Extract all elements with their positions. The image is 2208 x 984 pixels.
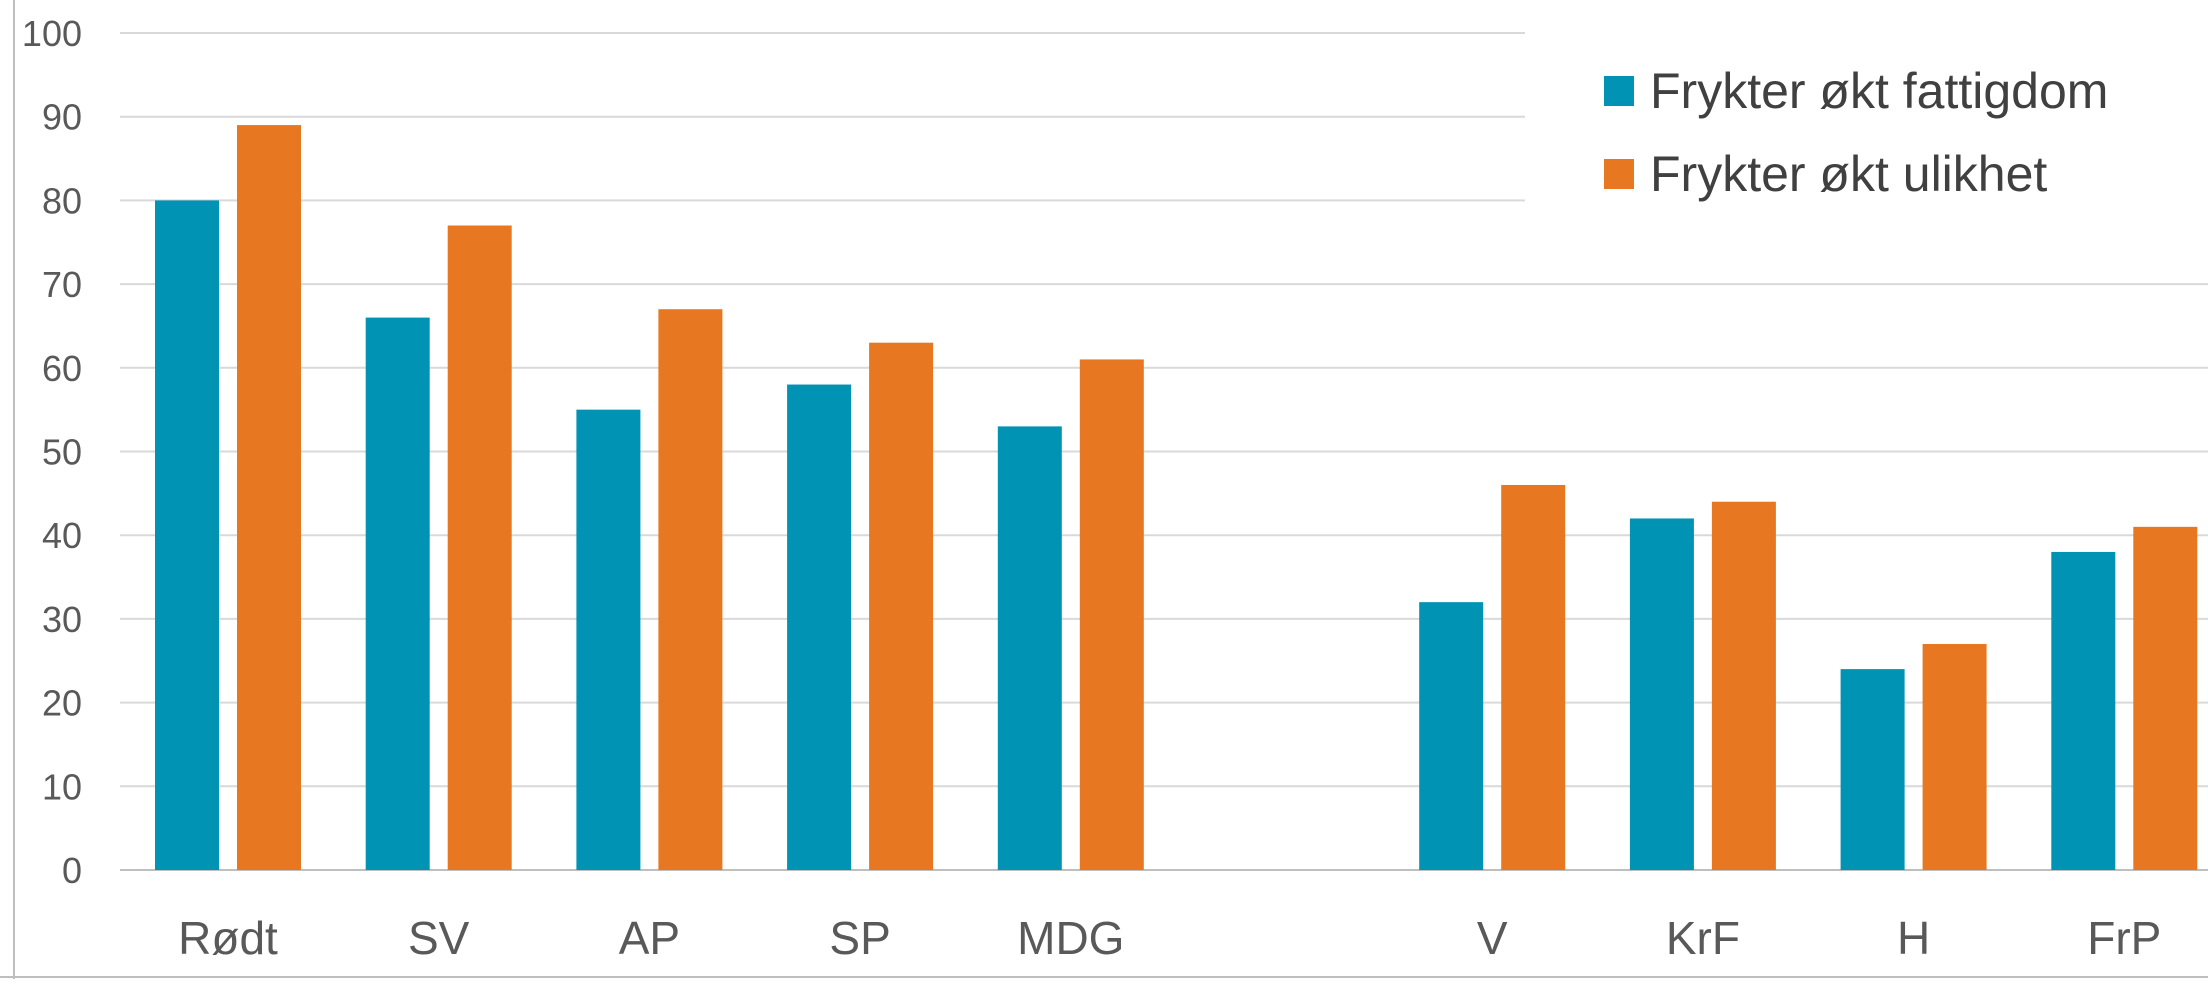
bar-H-series-1 [1840, 669, 1905, 870]
y-tick-label-30: 30 [42, 599, 82, 640]
x-axis-tick-labels: Rødt SV AP SP MDG V KrF H FrP [178, 912, 2161, 964]
bar-MDG-series-1 [997, 426, 1062, 870]
bar-AP-series-1 [576, 409, 641, 870]
bar-Rødt-series-2 [237, 125, 301, 870]
bars [155, 125, 2198, 871]
y-tick-label-10: 10 [42, 766, 82, 807]
legend-label-ulikhet: Frykter økt ulikhet [1650, 146, 2047, 202]
y-tick-label-0: 0 [62, 850, 82, 891]
x-tick-label-V: V [1477, 912, 1508, 964]
x-tick-label-Rødt: Rødt [178, 912, 278, 964]
x-tick-label-H: H [1897, 912, 1930, 964]
y-tick-label-80: 80 [42, 180, 82, 221]
bar-FrP-series-1 [2051, 551, 2116, 870]
bar-AP-series-2 [658, 309, 723, 871]
bar-V-series-1 [1419, 602, 1484, 870]
x-tick-label-MDG: MDG [1017, 912, 1124, 964]
x-tick-label-SV: SV [408, 912, 470, 964]
legend-background [1525, 30, 2208, 215]
bar-H-series-2 [1922, 644, 1987, 870]
legend-label-fattigdom: Frykter økt fattigdom [1650, 63, 2108, 119]
bar-KrF-series-2 [1711, 501, 1776, 870]
bar-FrP-series-2 [2133, 526, 2198, 870]
y-tick-label-60: 60 [42, 348, 82, 389]
x-tick-label-FrP: FrP [2087, 912, 2161, 964]
y-axis-tick-labels: 0 10 20 30 40 50 60 70 80 90 100 [22, 13, 82, 891]
bar-SV-series-1 [365, 317, 430, 871]
bar-SV-series-2 [447, 225, 512, 870]
y-tick-label-20: 20 [42, 683, 82, 724]
legend-swatch-fattigdom [1604, 76, 1634, 106]
y-tick-label-70: 70 [42, 264, 82, 305]
y-tick-label-50: 50 [42, 432, 82, 473]
bar-SP-series-2 [869, 342, 934, 870]
x-tick-label-AP: AP [619, 912, 680, 964]
x-tick-label-KrF: KrF [1666, 912, 1740, 964]
x-tick-label-SP: SP [829, 912, 890, 964]
bar-MDG-series-2 [1079, 359, 1144, 870]
y-tick-label-90: 90 [42, 97, 82, 138]
bar-SP-series-1 [787, 384, 852, 870]
bar-V-series-2 [1501, 484, 1566, 870]
y-tick-label-40: 40 [42, 515, 82, 556]
legend: Frykter økt fattigdom Frykter økt ulikhe… [1525, 30, 2208, 215]
y-tick-label-100: 100 [22, 13, 82, 54]
bar-KrF-series-1 [1629, 518, 1694, 870]
legend-swatch-ulikhet [1604, 159, 1634, 189]
bar-Rødt-series-1 [155, 200, 219, 870]
